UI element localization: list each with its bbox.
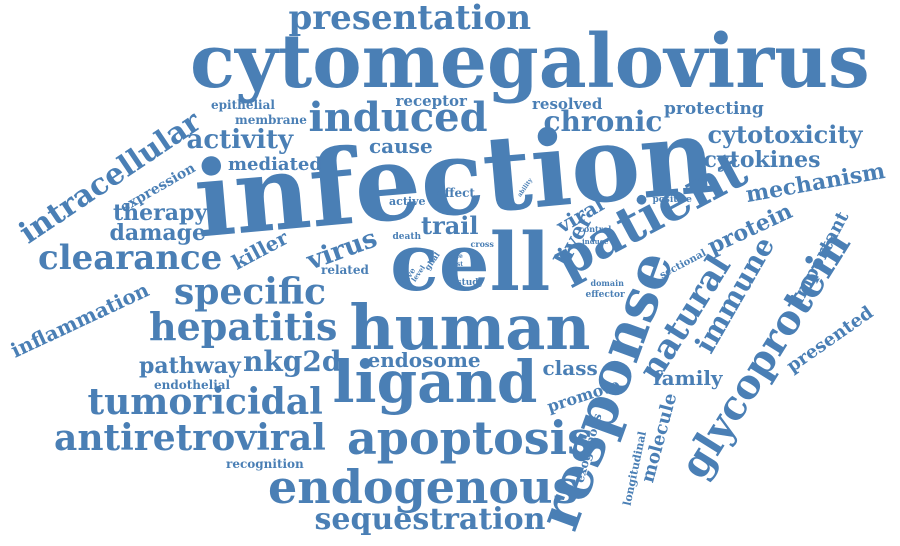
word-inflammation: inflammation [6, 277, 153, 363]
word-therapy: therapy [113, 200, 208, 226]
word-sequestration: sequestration [314, 502, 546, 537]
word-membrane: membrane [235, 113, 307, 127]
word-pathway: pathway [139, 353, 241, 379]
word-study: study [456, 277, 484, 288]
word-resolved: resolved [532, 94, 603, 113]
word-cause: cause [369, 134, 433, 158]
word-hepatitis: hepatitis [149, 304, 338, 349]
word-active: active [389, 194, 426, 208]
word-induced: induced [308, 94, 488, 141]
word-role: role [449, 253, 463, 260]
word-trail: trail [421, 211, 479, 240]
word-cytotoxicity: cytotoxicity [707, 120, 863, 149]
word-effect: effect [437, 186, 475, 200]
word-chronic: chronic [543, 105, 663, 138]
word-activity: activity [186, 125, 294, 155]
word-clearance: clearance [38, 238, 223, 278]
word-death: death [392, 231, 422, 242]
word-cell: cell [390, 215, 551, 309]
word-cytomegalovirus: cytomegalovirus [190, 19, 870, 105]
word-domain: domain [590, 278, 624, 288]
word-endogenous: endogenous [268, 460, 579, 514]
word-human: human [349, 291, 591, 364]
word-family: family [653, 366, 723, 390]
word-antiretroviral: antiretroviral [54, 417, 326, 459]
word-tumoricidal: tumoricidal [87, 381, 323, 423]
word-cytokines: cytokines [703, 147, 821, 173]
word-host: host [448, 261, 464, 268]
word-endothelial: endothelial [154, 378, 231, 392]
word-epithelial: epithelial [211, 98, 275, 112]
word-mediated: mediated [228, 154, 322, 175]
word-effector: effector [585, 289, 625, 300]
word-positive: positive [652, 194, 692, 205]
word-control: control [579, 224, 612, 234]
word-class: class [542, 356, 598, 380]
word-protecting: protecting [664, 98, 764, 119]
word-presentation: presentation [288, 0, 532, 38]
word-nkg2d: nkg2d [243, 345, 342, 378]
word-specific: specific [174, 271, 327, 313]
word-induce: induce [582, 236, 609, 246]
word-apoptosis: apoptosis [347, 411, 594, 465]
word-endosome: endosome [367, 348, 481, 372]
word-damage: damage [109, 220, 207, 246]
word-recognition: recognition [226, 457, 304, 471]
word-related: related [321, 263, 369, 277]
word-cross: cross [470, 239, 494, 249]
word-ligand: ligand [332, 348, 538, 416]
word-receptor: receptor [395, 91, 467, 110]
